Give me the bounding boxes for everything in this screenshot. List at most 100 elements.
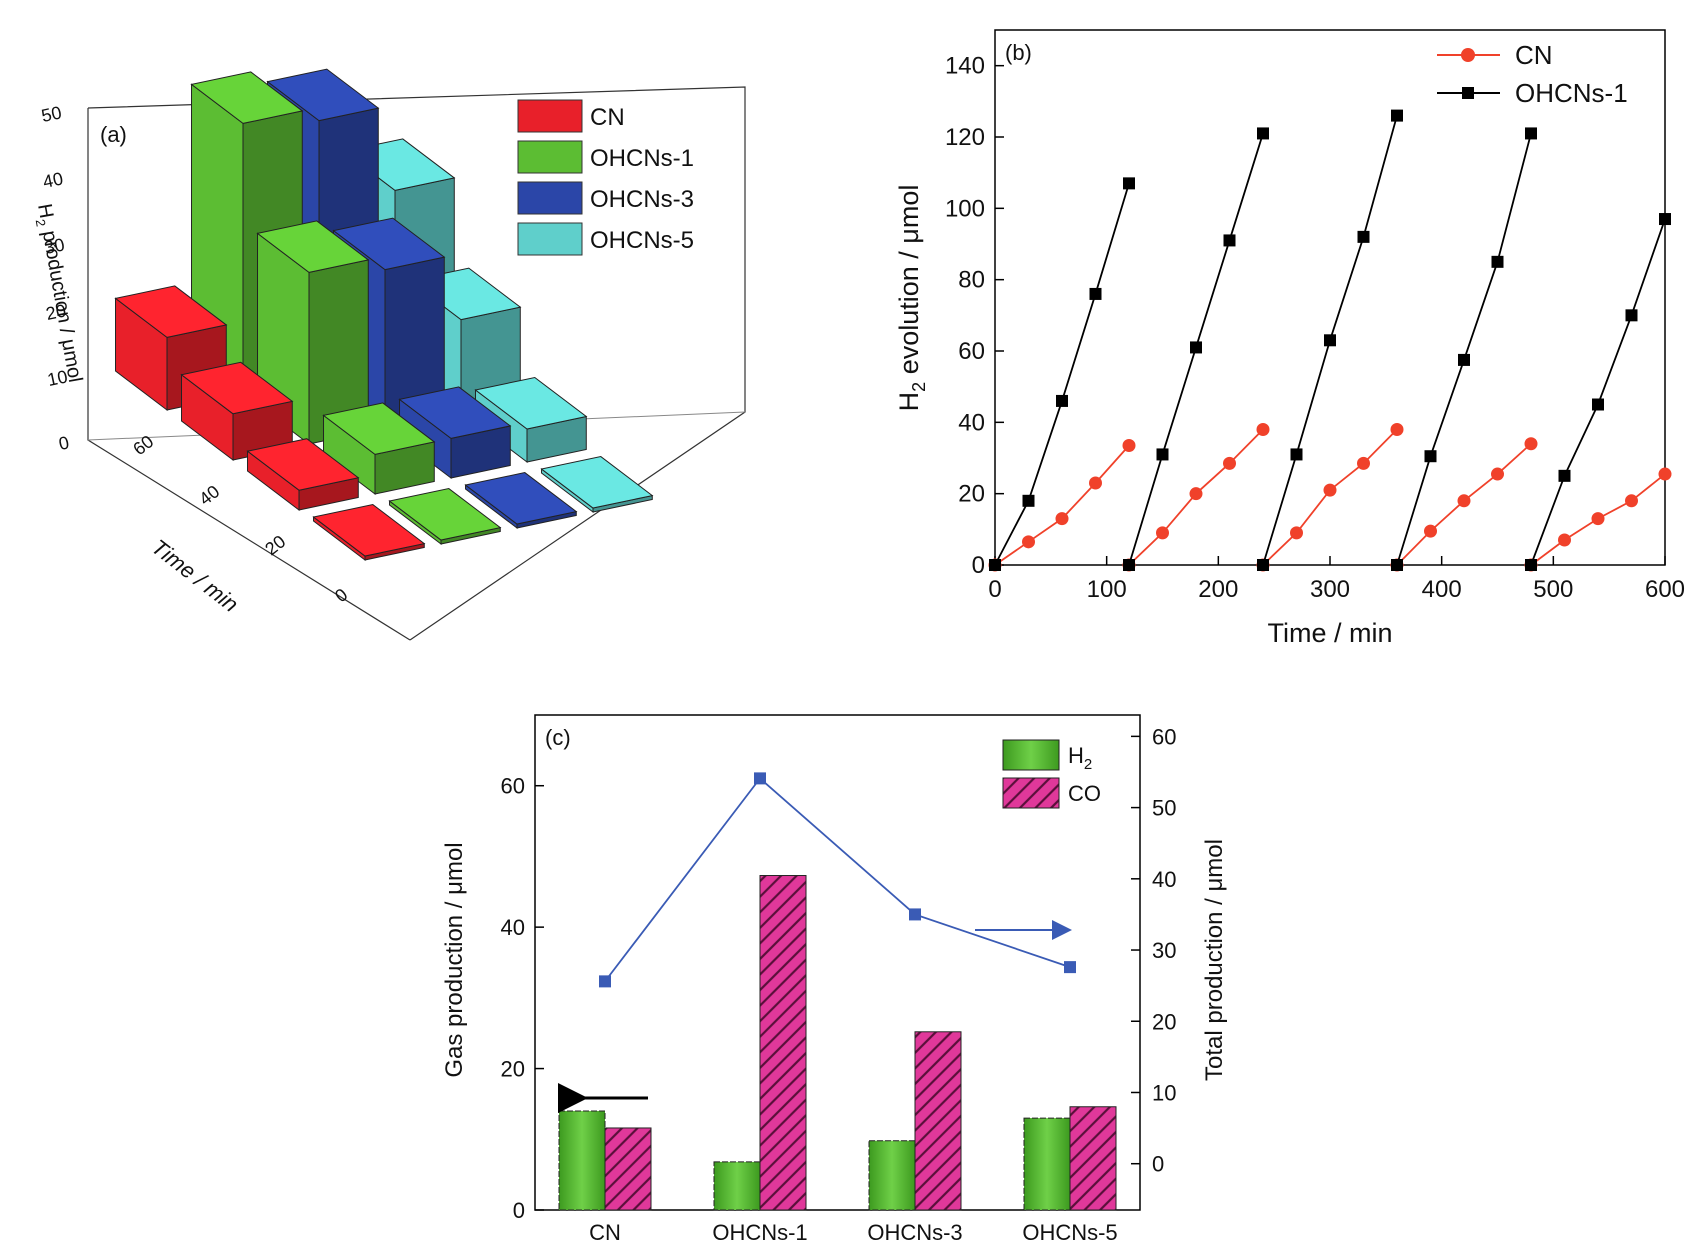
panel-c-y-tick-label: 60 [501,774,525,799]
panel-b-OHCNs-1-point [1123,559,1135,571]
panel-b-y-tick-label: 140 [945,53,985,80]
panel-c-bar-H2 [1023,1117,1071,1211]
panel-b-OHCNs-1-point [989,559,1001,571]
panel-b-x-tick-label: 300 [1310,576,1350,603]
panel-c-total-polyline [604,777,1071,982]
panel-b-OHCNs-1-point [1525,127,1537,140]
panel-c-y2-tick-label: 50 [1152,796,1176,821]
panel-c-y2-tick-label: 0 [1152,1152,1164,1177]
panel-c-legend: H2 CO [1002,739,1101,809]
panel-b-OHCNs-1-point [1391,109,1403,122]
panel-b-OHCNs-1-point [1357,230,1370,243]
panel-c-bar-chart: (c) 0 20 40 60 0 10 20 30 40 50 60 CN OHCNs-1 OHCNs-3… [441,714,1228,1245]
panel-b-legend-label: OHCNs-1 [1515,78,1628,108]
panel-b-CN-point [1189,487,1203,501]
panel-c-x-tick-label: OHCNs-5 [1022,1220,1117,1245]
panel-a-bar-OHCNs-3-t0 [464,472,578,530]
panel-a-bar-OHCNs-1-t0 [388,488,502,546]
panel-a-bar-top-face [312,504,426,557]
panel-a-legend-label: OHCNs-5 [590,227,694,254]
panel-a-z-tick-label: 30 [43,234,67,258]
panel-a-bar-top-face [540,456,654,509]
panel-a-z-tick-label: 10 [46,366,70,390]
panel-b-OHCNs-1-point [1458,353,1470,366]
panel-c-bar-CO [1069,1106,1117,1211]
panel-b-y-tick-label: 60 [958,338,985,365]
panel-a-legend-swatch [517,140,583,174]
panel-c-total-point [599,975,611,988]
panel-a-bar-top-face [180,361,294,415]
panel-b-OHCNs-1-point [1156,448,1169,461]
panel-b-y-tick-label: 100 [945,195,985,222]
panel-a-time-tick-label: 40 [195,481,223,509]
panel-b-OHCNs-1-point [1257,559,1269,571]
panel-c-plot-frame [534,714,1141,1211]
panel-b-CN-point [1625,494,1638,508]
panel-b-OHCNs-1-point [1659,213,1671,226]
panel-a-y-axis-label: H2 production / μmol [30,202,86,385]
panel-a-z-axis-ticks: 0 10 20 30 40 50 [40,102,71,454]
panel-b-OHCNs-1-point [1424,450,1437,463]
panel-a-bar-top-face [464,472,578,525]
panel-b-OHCNs-1-point [1257,127,1269,140]
panel-c-legend-label: CO [1068,781,1101,806]
panel-a-legend-label: CN [590,104,625,131]
panel-a-legend-label: OHCNs-3 [590,186,694,213]
panel-b-OHCNs-1-point [1089,287,1102,300]
panel-b-CN-point [1122,439,1136,453]
panel-b-CN-point [1524,437,1538,451]
panel-a-bar-OHCNs-5-t0 [540,456,654,514]
panel-b-CN-point [1558,533,1571,547]
panel-c-bar-CO [604,1127,652,1211]
panel-b-CN-point [1457,494,1471,508]
panel-a-bar-top-face [388,488,502,541]
panel-c-y2-tick-label: 40 [1152,867,1176,892]
panel-b-CN-point [1089,476,1102,490]
panel-a-bar-top-face [332,217,446,271]
panel-a-label: (a) [100,122,127,147]
panel-a-bar-CN-t20 [246,438,360,512]
panel-b-y-tick-label: 80 [958,267,985,294]
panel-c-y2-axis-label: Total production / μmol [1201,839,1228,1081]
panel-a-z-tick-label: 40 [41,168,65,192]
panel-b-legend-label: CN [1515,40,1553,70]
panel-b-OHCNs-1-point [1123,177,1135,190]
panel-c-x-tick-label: OHCNs-3 [867,1220,962,1245]
panel-b-legend-marker [1461,48,1475,62]
panel-a-bar-top-face [114,285,228,338]
panel-b-x-tick-label: 500 [1533,576,1573,603]
panel-b-OHCNs-1-point [1056,394,1068,407]
panel-b-CN-point [1156,526,1169,540]
panel-b-y-tick-label: 40 [958,409,985,436]
panel-b-CN-point [1491,467,1504,481]
panel-c-y-axis-label: Gas production / μmol [441,842,468,1077]
panel-a-bar-top-face [322,402,436,455]
panel-c-bar-H2 [713,1161,761,1211]
panel-c-y2-tick-label: 30 [1152,938,1176,963]
panel-b-CN-point [1055,512,1069,526]
panel-b-label: (b) [1005,40,1032,65]
panel-b-OHCNs-1-point [1525,559,1537,571]
panel-b-x-tick-label: 0 [988,576,1001,603]
panel-c-y2-tick-label: 10 [1152,1080,1176,1105]
panel-a-bar-OHCNs-1-t40 [256,220,370,446]
panel-b-x-axis-label: Time / min [1267,618,1392,648]
panel-b-CN-cycle-1 [994,444,1130,566]
panel-b-OHCNs-1-point [1491,255,1504,268]
panel-c-x-tick-label: CN [589,1220,621,1245]
panel-c-bars [558,875,1117,1211]
panel-b-CN-point [1424,524,1437,538]
panel-b-OHCNs-1-point [1022,494,1035,507]
panel-b-x-tick-label: 600 [1645,576,1685,603]
panel-b-y-tick-label: 20 [958,481,985,508]
panel-b-CN-point [1357,456,1370,470]
panel-a-z-tick-label: 0 [57,432,71,454]
panel-a-x-axis-label: Time / min [147,534,243,617]
panel-a-legend: CN OHCNs-1 OHCNs-3 OHCNs-5 [517,99,694,256]
panel-b-y-axis-label: H2 evolution / μmol [894,185,929,412]
panel-a-bar-top-face [266,68,380,122]
panel-b-CN-point [1323,483,1337,497]
panel-c-legend-label: H2 [1068,743,1092,773]
panel-b-OHCNs-1-point [1290,448,1303,461]
panel-b-CN-point [1290,526,1303,540]
